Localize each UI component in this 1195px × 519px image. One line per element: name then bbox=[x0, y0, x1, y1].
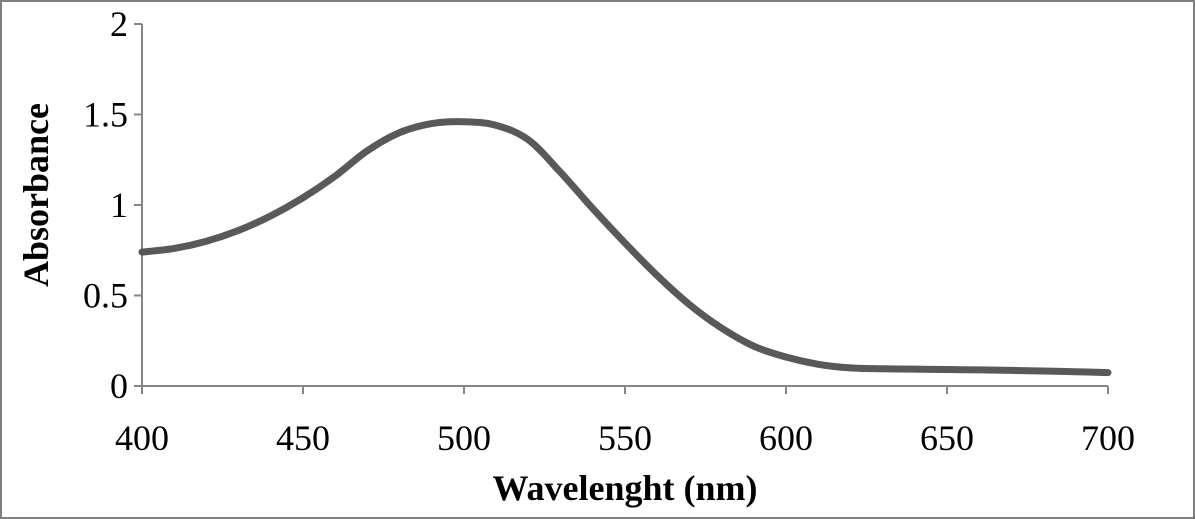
x-tick-label: 700 bbox=[1081, 418, 1135, 458]
series-layer bbox=[138, 118, 1112, 377]
x-tick-label: 600 bbox=[759, 418, 813, 458]
y-tick-label: 2 bbox=[110, 4, 128, 44]
x-tick-label: 550 bbox=[598, 418, 652, 458]
y-axis-title: Absorbance bbox=[16, 103, 56, 287]
x-tick-label: 500 bbox=[437, 418, 491, 458]
x-tick-label: 450 bbox=[276, 418, 330, 458]
x-tick-label: 650 bbox=[920, 418, 974, 458]
x-axis-title: Wavelenght (nm) bbox=[493, 468, 758, 508]
y-ticks: 0 0.5 1 1.5 2 bbox=[83, 4, 142, 406]
x-tick-label: 400 bbox=[115, 418, 169, 458]
y-tick-label: 1 bbox=[110, 185, 128, 225]
x-ticks: 400 450 500 550 600 650 700 bbox=[115, 386, 1135, 458]
absorbance-series-line bbox=[138, 118, 1112, 377]
y-tick-label: 0 bbox=[110, 366, 128, 406]
y-tick-label: 1.5 bbox=[83, 95, 128, 135]
y-tick-label: 0.5 bbox=[83, 276, 128, 316]
